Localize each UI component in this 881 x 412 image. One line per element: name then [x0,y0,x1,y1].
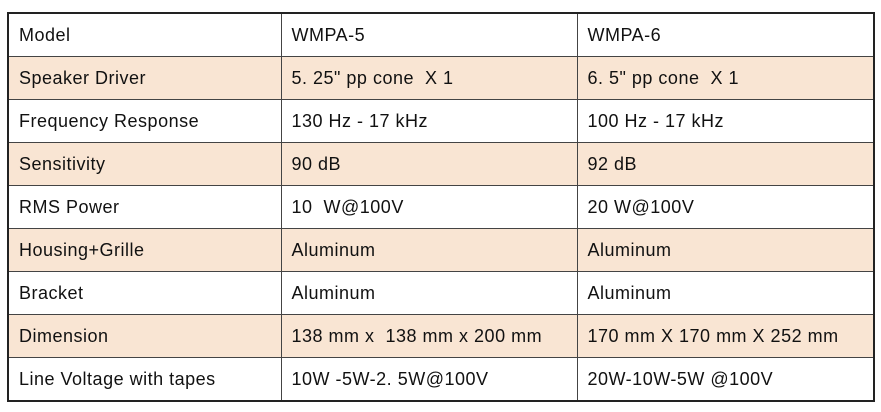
model-a-value: 130 Hz - 17 kHz [280,99,578,143]
model-b-value: 6. 5" pp cone X 1 [576,56,875,100]
model-b-value: 20 W@100V [576,185,875,229]
spec-row: Model WMPA-5 WMPA-6 [7,12,875,57]
spec-row: RMS Power 10 W@100V 20 W@100V [7,185,875,229]
model-a-value: Aluminum [280,271,578,315]
spec-row: Housing+Grille Aluminum Aluminum [7,228,875,272]
spec-table: Model WMPA-5 WMPA-6 Speaker Driver 5. 25" pp… [7,12,875,402]
spec-label: Dimension [7,314,282,358]
model-a-value: WMPA-5 [280,12,578,57]
model-a-value: 90 dB [280,142,578,186]
spec-label: Model [7,12,282,57]
spec-row: Frequency Response 130 Hz - 17 kHz 100 Hz … [7,99,875,143]
spec-row: Speaker Driver 5. 25" pp cone X 1 6. 5" pp… [7,56,875,100]
spec-label: Line Voltage with tapes [7,357,282,402]
spec-label: RMS Power [7,185,282,229]
model-b-value: 20W-10W-5W @100V [576,357,875,402]
spec-label: Housing+Grille [7,228,282,272]
model-b-value: 92 dB [576,142,875,186]
spec-row: Sensitivity 90 dB 92 dB [7,142,875,186]
spec-label: Bracket [7,271,282,315]
model-a-value: 10W -5W-2. 5W@100V [280,357,578,402]
model-a-value: 138 mm x 138 mm x 200 mm [280,314,578,358]
model-b-value: Aluminum [576,271,875,315]
spec-label: Frequency Response [7,99,282,143]
spec-row: Line Voltage with tapes 10W -5W-2. 5W@100… [7,357,875,402]
spec-label: Speaker Driver [7,56,282,100]
model-a-value: Aluminum [280,228,578,272]
model-b-value: 100 Hz - 17 kHz [576,99,875,143]
spec-row: Dimension 138 mm x 138 mm x 200 mm 170 mm … [7,314,875,358]
model-b-value: 170 mm X 170 mm X 252 mm [576,314,875,358]
model-b-value: Aluminum [576,228,875,272]
model-a-value: 5. 25" pp cone X 1 [280,56,578,100]
model-a-value: 10 W@100V [280,185,578,229]
spec-label: Sensitivity [7,142,282,186]
model-b-value: WMPA-6 [576,12,875,57]
spec-row: Bracket Aluminum Aluminum [7,271,875,315]
